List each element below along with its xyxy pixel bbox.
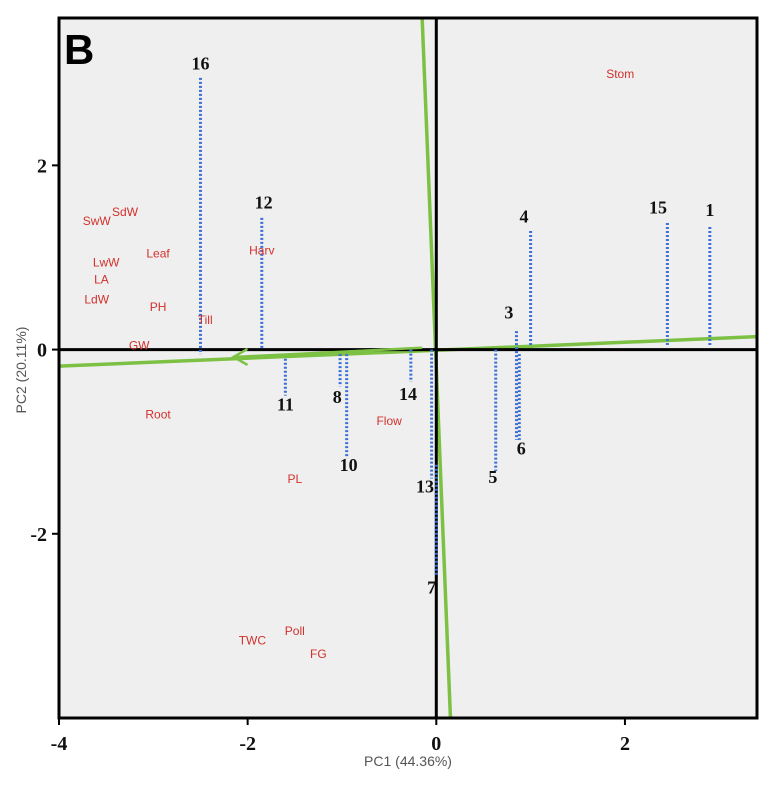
observation-label-12: 12 [255,193,273,213]
x-tick-label--4: -4 [51,733,68,755]
plot-area [59,18,757,718]
y-tick-label-2: 2 [37,155,47,177]
green-axis-line-1 [58,334,758,368]
observation-label-4: 4 [520,206,529,226]
variable-label-stom: Stom [606,67,634,81]
variable-label-la: LA [94,272,109,286]
x-tick-label-0: 0 [431,733,441,755]
observation-label-5: 5 [488,467,497,487]
variable-label-poll: Poll [285,624,305,638]
variable-label-leaf: Leaf [146,246,170,260]
variable-label-fg: FG [310,647,327,661]
x-axis-title: PC1 (44.36%) [364,753,452,769]
loading-arrow-head [230,347,249,367]
plot-frame [57,16,759,720]
variable-label-pl: PL [287,472,302,486]
variable-label-twc: TWC [239,633,267,647]
variable-label-sdw: SdW [112,205,139,219]
variable-label-flow: Flow [376,414,402,428]
variable-label-gw: GW [129,339,150,353]
variable-label-root: Root [145,408,171,422]
observation-label-13: 13 [416,476,434,496]
observation-label-3: 3 [504,302,513,322]
x-tick-label-2: 2 [620,733,630,755]
observation-label-7: 7 [427,578,436,598]
y-axis-title: PC2 (20.11%) [13,327,29,414]
variable-label-ldw: LdW [84,293,109,307]
observation-label-10: 10 [340,455,358,475]
variable-label-lww: LwW [93,256,120,270]
x-tick-label--2: -2 [239,733,256,755]
y-tick-label--2: -2 [30,524,47,546]
observation-label-8: 8 [333,387,342,407]
observation-label-16: 16 [191,54,209,74]
panel-letter: B [64,26,95,73]
observation-label-1: 1 [705,200,714,220]
observation-label-6: 6 [517,439,526,459]
loading-arrow [233,346,423,359]
variable-label-ph: PH [150,300,167,314]
variable-label-till: Till [198,313,213,327]
observation-label-14: 14 [399,384,417,404]
y-tick-label-0: 0 [37,340,47,362]
variable-label-sww: SwW [83,214,112,228]
observation-label-11: 11 [277,394,294,414]
variable-label-harv: Harv [249,244,274,258]
observation-label-15: 15 [649,197,667,217]
